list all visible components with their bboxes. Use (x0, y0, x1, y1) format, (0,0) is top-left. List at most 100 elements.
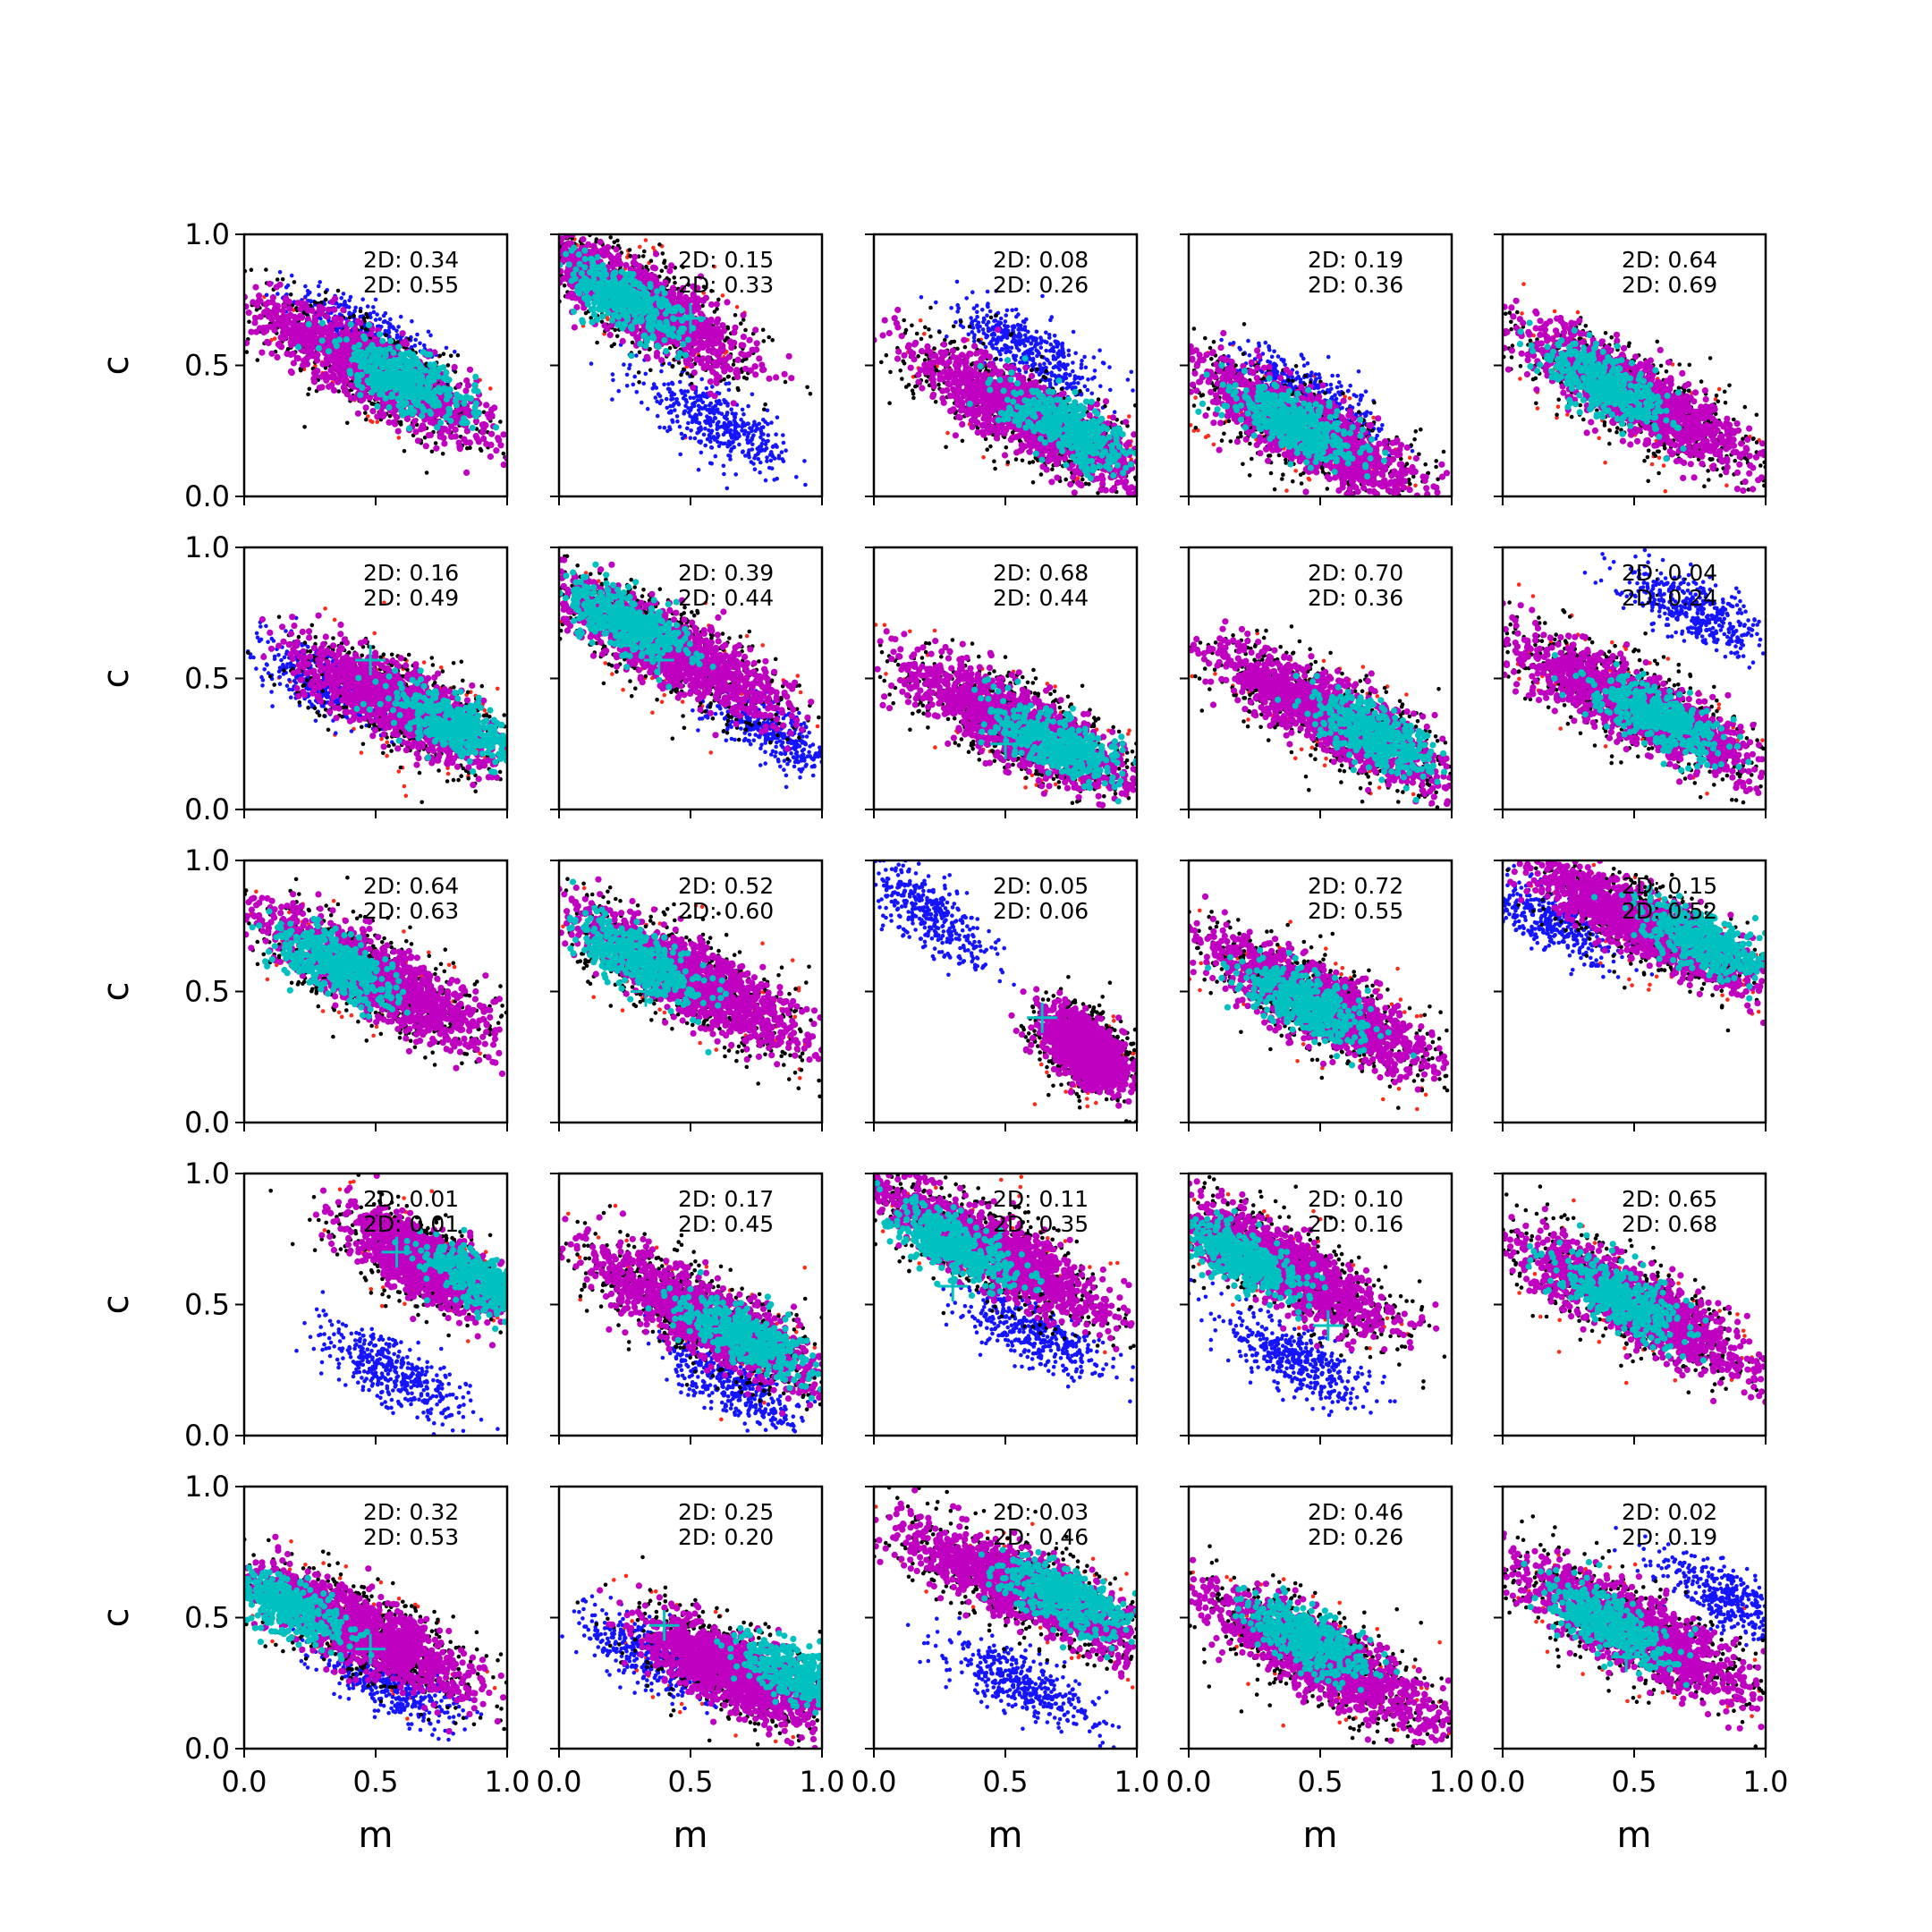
core-points-point (377, 346, 383, 352)
alt-population-points-point (741, 408, 745, 412)
alt-population-points-point (697, 468, 701, 472)
mid-band-points-point (694, 300, 700, 306)
core-points-point (470, 425, 476, 431)
dark-band-points-point (313, 301, 318, 305)
mid-band-points-point (754, 340, 760, 346)
alt-population-points-point (758, 470, 762, 475)
mid-band-points-point (697, 339, 703, 345)
alt-population-points-point (760, 432, 765, 436)
alt-population-points-point (652, 382, 657, 386)
mid-band-points-point (288, 369, 294, 375)
alt-population-points-point (672, 402, 676, 406)
alt-population-points-point (743, 453, 748, 458)
alt-population-points-point (732, 445, 736, 450)
core-points-point (393, 376, 399, 382)
alt-population-points-point (767, 433, 771, 437)
alt-population-points-point (714, 454, 718, 459)
alt-population-points-point (712, 435, 716, 439)
mid-band-points-point (331, 372, 337, 378)
mid-band-points-point (300, 362, 306, 369)
alt-population-points-point (683, 409, 688, 413)
alt-population-points-point (674, 397, 679, 402)
alt-population-points-point (741, 412, 746, 417)
alt-population-points-point (413, 338, 418, 343)
alt-population-points-point (678, 425, 682, 429)
core-points-point (369, 342, 376, 348)
alt-population-points-point (750, 443, 755, 447)
mid-band-points-point (690, 385, 696, 391)
alt-population-points-point (415, 333, 419, 337)
alt-population-points-point (724, 412, 729, 417)
alt-population-points-point (711, 408, 716, 412)
dark-band-points-point (563, 284, 567, 288)
alt-population-points-point (727, 388, 732, 393)
alt-population-points-point (275, 292, 280, 296)
mid-band-points-point (752, 363, 758, 369)
core-points-point (372, 374, 378, 380)
alt-population-points-point (729, 407, 733, 411)
mid-band-points-point (483, 402, 489, 408)
alt-population-points-point (388, 318, 393, 322)
alt-population-points-point (632, 375, 637, 379)
dark-band-points-point (363, 411, 368, 415)
alt-population-points-point (765, 455, 769, 460)
alt-population-points-point (742, 432, 747, 436)
outlier-points-point (638, 245, 642, 250)
core-points-point (403, 378, 410, 385)
alt-population-points-point (699, 377, 704, 382)
mid-band-points-point (724, 299, 730, 305)
alt-population-points-point (667, 425, 672, 429)
alt-population-points-point (746, 404, 750, 409)
dark-band-points-point (661, 251, 665, 256)
mid-band-points-point (731, 400, 737, 406)
alt-population-points-point (352, 309, 357, 313)
core-points-point (343, 336, 350, 343)
alt-population-points-point (676, 401, 681, 405)
core-points-point (428, 391, 434, 397)
dark-band-points-point (384, 333, 388, 337)
dark-band-points-point (613, 241, 617, 245)
alt-population-points-point (802, 459, 807, 463)
mid-band-points-point (335, 352, 342, 359)
alt-population-points-point (758, 461, 763, 465)
core-points-point (326, 348, 332, 354)
mid-band-points-point (741, 334, 747, 340)
alt-population-points-point (413, 343, 418, 348)
alt-population-points-point (733, 431, 737, 436)
mid-band-points-point (760, 367, 767, 373)
alt-population-points-point (671, 419, 675, 424)
dark-band-points-point (732, 362, 736, 367)
alt-population-points-point (728, 454, 733, 459)
core-points-point (472, 413, 479, 419)
alt-population-points-point (665, 429, 670, 434)
alt-population-points-point (669, 409, 674, 413)
dark-band-points-point (245, 350, 250, 354)
outlier-points-point (376, 419, 380, 424)
mid-band-points-point (740, 312, 746, 318)
dark-band-points-point (612, 343, 616, 347)
mid-band-points-point (309, 330, 315, 336)
alt-population-points-point (349, 295, 353, 300)
alt-population-points-point (668, 404, 673, 409)
mid-band-points-point (631, 254, 638, 260)
alt-population-points-point (725, 403, 730, 408)
alt-population-points-point (360, 297, 365, 301)
alt-population-points-point (708, 419, 713, 423)
mid-band-points-point (715, 317, 721, 323)
alt-population-points-point (375, 312, 379, 317)
alt-population-points-point (654, 395, 658, 400)
mid-band-points-point (266, 313, 272, 319)
dark-band-points-point (608, 235, 613, 240)
dark-band-points-point (615, 335, 620, 339)
dark-band-points-point (366, 315, 370, 319)
mid-band-points-point (727, 338, 733, 344)
alt-population-points-point (622, 362, 626, 367)
core-points-point (359, 372, 365, 378)
mid-band-points-point (617, 260, 623, 267)
dark-band-points-point (745, 377, 750, 381)
mid-band-points-point (585, 242, 591, 248)
y-axis-label: c (96, 356, 137, 376)
dark-band-points-point (613, 328, 617, 333)
core-points-point (473, 400, 479, 406)
core-points-point (427, 398, 433, 404)
